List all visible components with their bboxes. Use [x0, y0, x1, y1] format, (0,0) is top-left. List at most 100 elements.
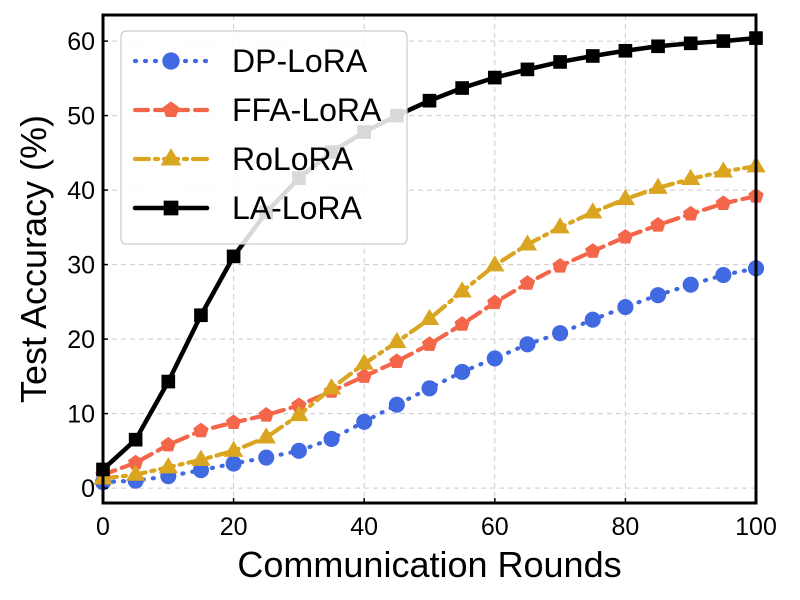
data-point-ffa-lora: [650, 217, 666, 232]
data-point-ffa-lora: [715, 195, 732, 211]
y-tick-label: 0: [81, 475, 95, 503]
data-point-ffa-lora: [617, 228, 634, 244]
data-point-la-lora: [194, 308, 208, 323]
plot-frame: [101, 13, 758, 505]
legend-marker-ffa-lora: [162, 101, 180, 118]
data-point-dp-lora: [258, 449, 275, 466]
legend-label-la-lora: LA-LoRA: [232, 190, 363, 226]
data-point-dp-lora: [552, 325, 569, 342]
data-point-rolora: [387, 331, 407, 349]
data-point-ffa-lora: [421, 336, 438, 351]
data-point-ffa-lora: [356, 368, 372, 383]
data-point-dp-lora: [486, 350, 503, 367]
legend-label-ffa-lora: FFA-LoRA: [232, 92, 382, 128]
data-point-rolora: [354, 353, 374, 370]
legend-label-dp-lora: DP-LoRA: [232, 43, 368, 79]
data-point-rolora: [517, 234, 538, 251]
data-point-ffa-lora: [683, 205, 699, 221]
x-tick-label: 60: [481, 513, 509, 541]
data-point-dp-lora: [421, 380, 438, 397]
legend-item-la-lora: LA-LoRA: [132, 190, 363, 226]
x-tick-label: 100: [735, 513, 777, 541]
data-point-rolora: [289, 404, 309, 422]
data-point-rolora: [126, 464, 146, 481]
x-tick-label: 40: [350, 513, 378, 541]
data-point-la-lora: [487, 70, 502, 85]
data-point-rolora: [648, 177, 668, 194]
data-point-ffa-lora: [487, 294, 503, 310]
data-point-rolora: [485, 255, 505, 272]
data-point-rolora: [615, 188, 636, 206]
y-tick-label: 40: [67, 177, 95, 205]
data-point-rolora: [223, 440, 244, 457]
axis-ticks: 0 20 40 60 80 100 0 10 20 30 40 50 60: [67, 28, 777, 541]
legend-item-rolora: RoLoRA: [132, 141, 354, 177]
x-axis-title: Communication Rounds: [237, 544, 621, 585]
legend-label-rolora: RoLoRA: [232, 141, 354, 177]
data-point-dp-lora: [649, 287, 667, 304]
data-point-ffa-lora: [454, 316, 470, 331]
data-point-dp-lora: [682, 276, 699, 293]
data-point-dp-lora: [323, 430, 340, 447]
data-point-la-lora: [161, 374, 176, 389]
data-point-dp-lora: [388, 396, 405, 413]
data-point-rolora: [321, 378, 342, 395]
data-point-la-lora: [226, 249, 241, 264]
legend-marker-dp-lora: [162, 52, 180, 70]
data-point-rolora: [256, 427, 276, 444]
y-tick-label: 60: [67, 28, 95, 56]
x-tick-label: 0: [96, 513, 110, 541]
data-point-ffa-lora: [291, 397, 307, 412]
data-point-dp-lora: [715, 266, 732, 284]
data-point-rolora: [158, 457, 178, 474]
data-point-ffa-lora: [225, 414, 242, 430]
data-point-dp-lora: [356, 413, 373, 430]
data-point-la-lora: [618, 43, 633, 58]
data-point-la-lora: [585, 49, 600, 63]
data-point-la-lora: [683, 36, 698, 51]
data-point-la-lora: [520, 62, 535, 77]
data-point-ffa-lora: [389, 353, 405, 368]
legend-marker-la-lora: [163, 200, 179, 216]
legend-box: [120, 30, 408, 245]
legend-marker-rolora: [160, 148, 182, 166]
y-tick-label: 50: [67, 103, 95, 131]
data-point-ffa-lora: [258, 407, 274, 422]
data-point-la-lora: [651, 39, 665, 54]
data-point-ffa-lora: [160, 436, 176, 452]
y-axis-title: Test Accuracy (%): [13, 115, 54, 403]
data-point-rolora: [583, 202, 603, 219]
data-point-dp-lora: [225, 455, 242, 472]
data-point-rolora: [191, 449, 211, 466]
data-point-rolora: [681, 168, 701, 185]
data-point-dp-lora: [519, 336, 536, 353]
data-point-rolora: [713, 161, 733, 178]
data-point-ffa-lora: [552, 258, 568, 273]
data-point-la-lora: [455, 81, 469, 95]
data-point-dp-lora: [290, 442, 307, 459]
series-rolora: [93, 156, 766, 485]
legend-item-dp-lora: DP-LoRA: [132, 43, 368, 79]
x-tick-label: 20: [220, 513, 248, 541]
data-point-ffa-lora: [585, 243, 601, 258]
data-point-rolora: [550, 217, 570, 234]
data-point-la-lora: [716, 34, 731, 48]
data-point-dp-lora: [617, 298, 634, 316]
data-point-ffa-lora: [127, 454, 144, 470]
series-ffa-lora: [95, 187, 764, 482]
data-point-la-lora: [422, 93, 437, 108]
y-tick-label: 10: [67, 401, 95, 429]
data-point-rolora: [419, 308, 440, 326]
data-point-la-lora: [128, 432, 143, 447]
legend: DP-LoRA FFA-LoRA RoLoRA LA-LoRA: [120, 30, 408, 245]
data-point-dp-lora: [192, 462, 210, 479]
series-line-dp-lora: [100, 266, 759, 485]
data-point-ffa-lora: [193, 422, 209, 438]
y-tick-label: 30: [67, 252, 95, 280]
series-dp-lora: [94, 260, 765, 491]
x-tick-label: 80: [611, 513, 639, 541]
y-tick-label: 20: [67, 326, 95, 354]
data-point-la-lora: [553, 55, 567, 69]
data-point-dp-lora: [584, 311, 601, 328]
